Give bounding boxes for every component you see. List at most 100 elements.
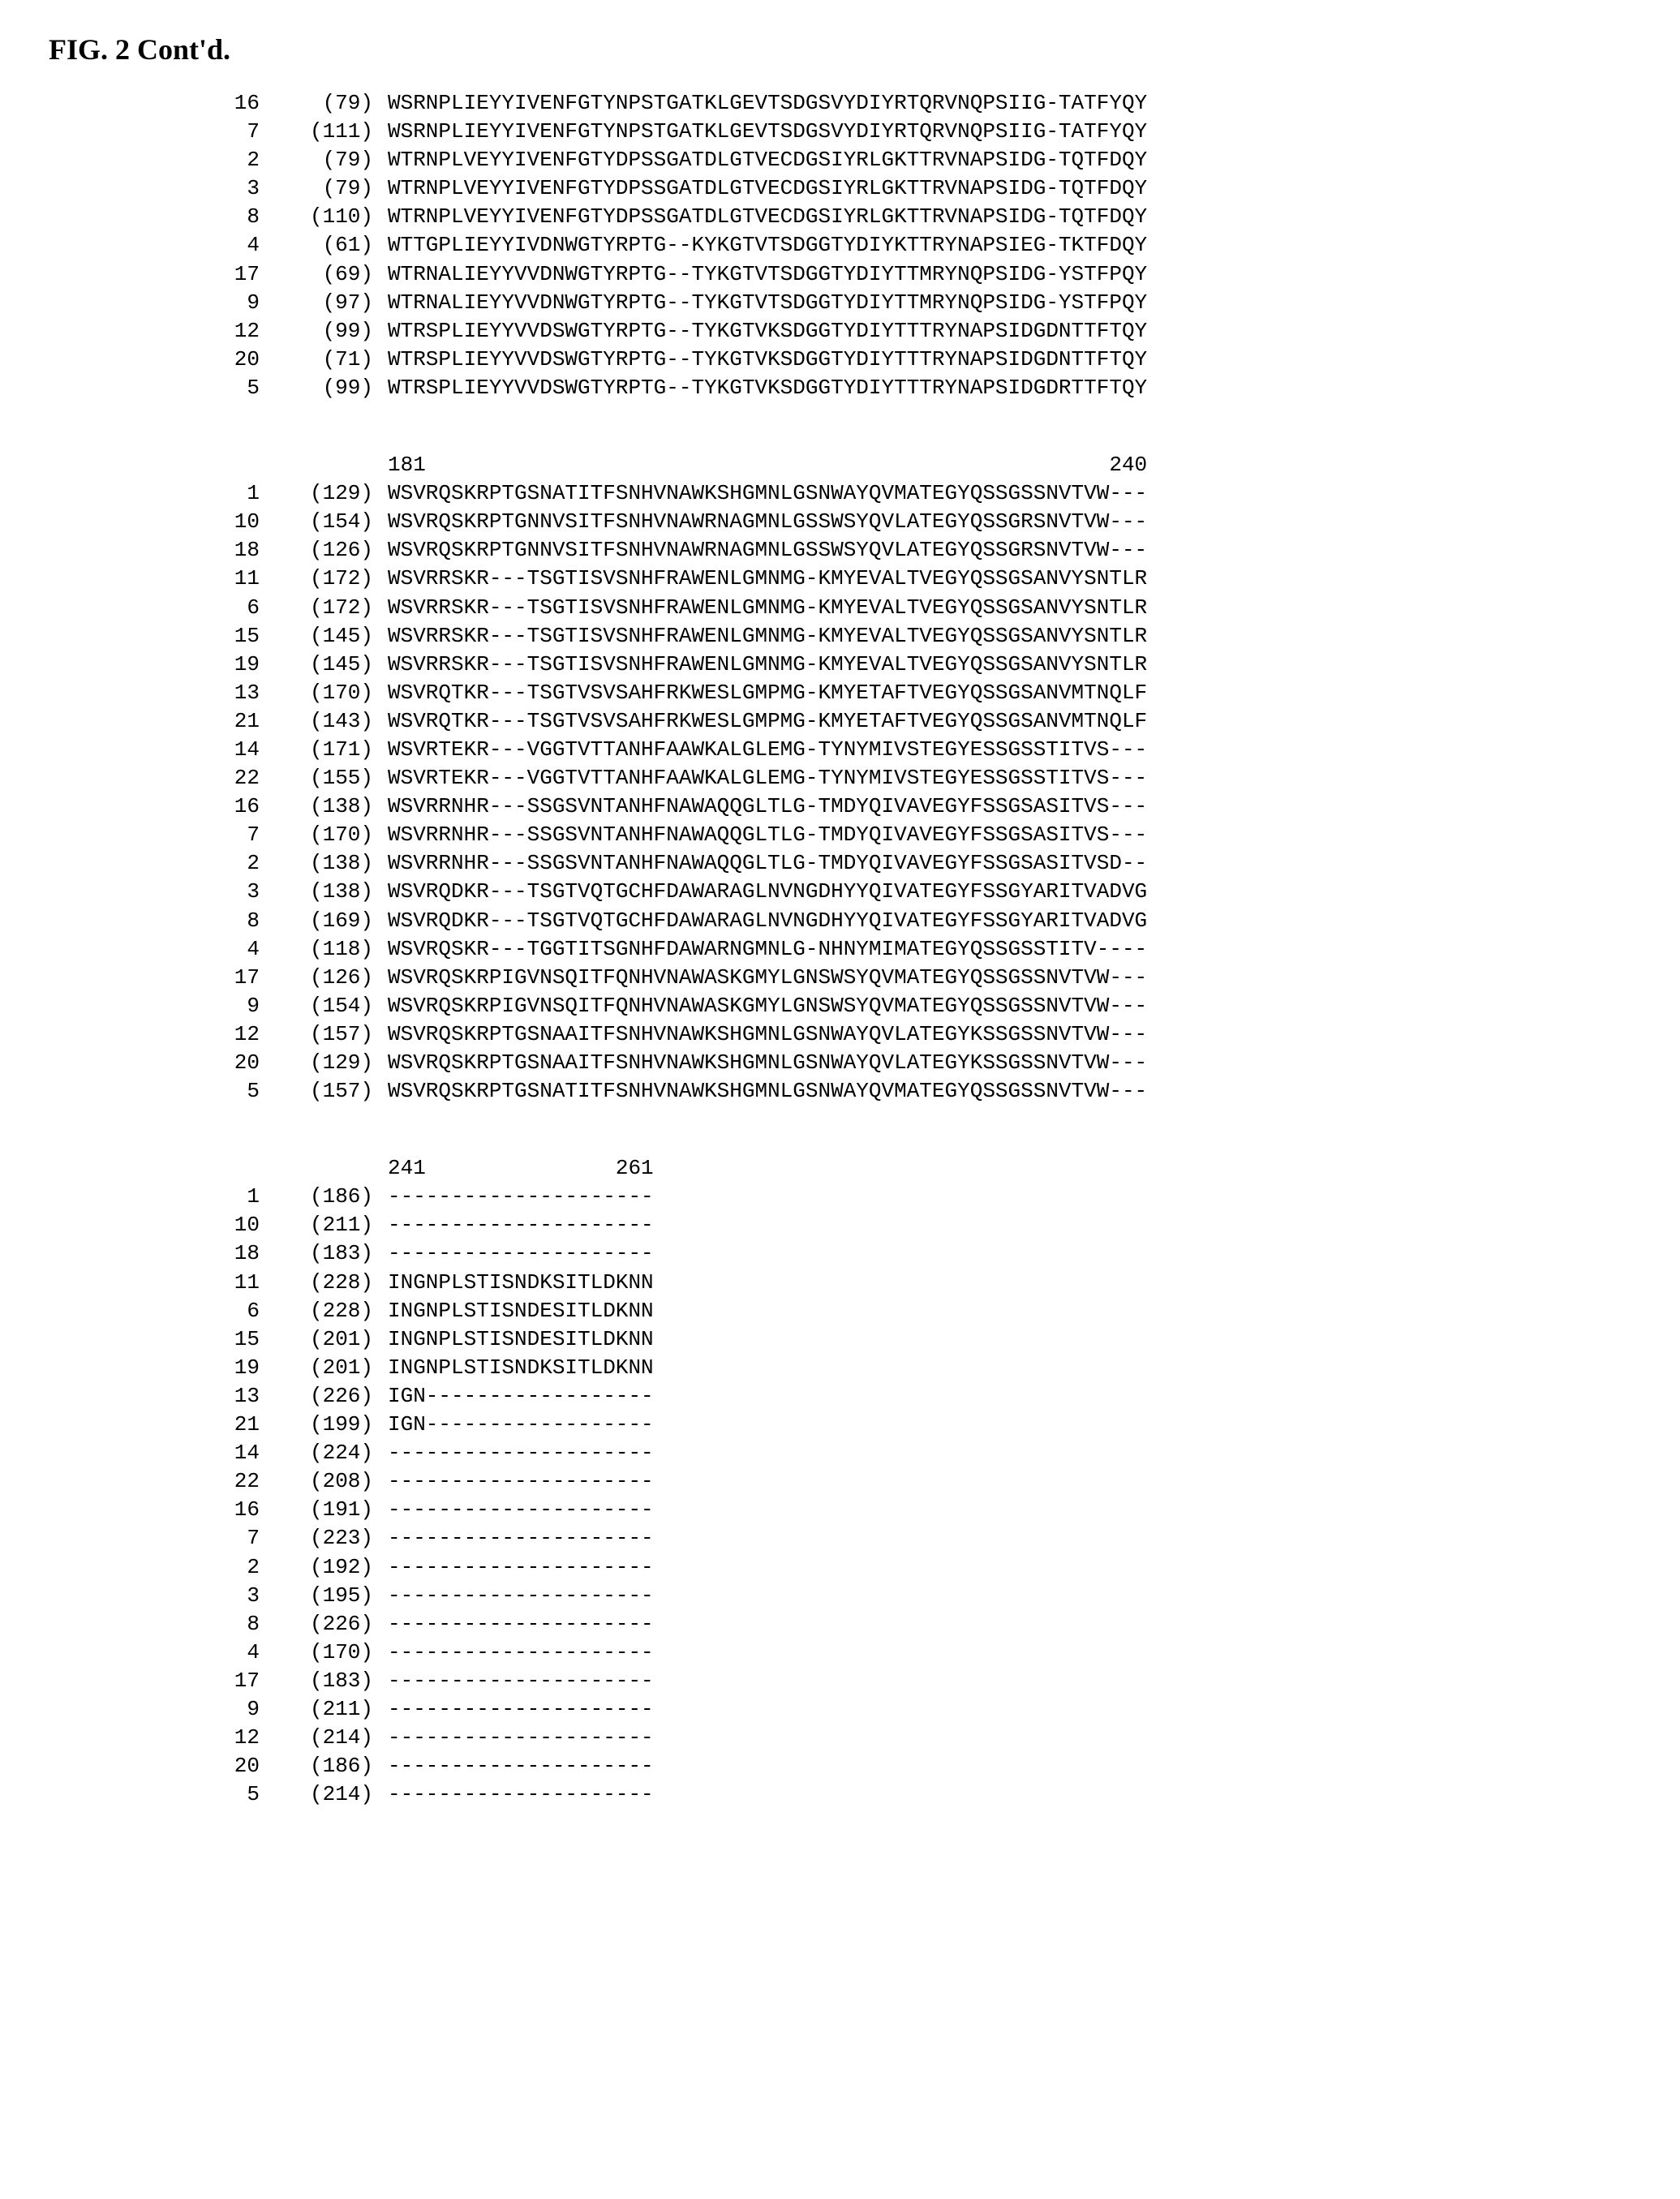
sequence-row: 16(79)WSRNPLIEYYIVENFGTYNPSTGATKLGEVTSDG…	[195, 89, 1631, 118]
sequence-residues: ---------------------	[388, 1439, 1631, 1467]
sequence-id: 8	[195, 1610, 268, 1639]
sequence-position: (79)	[268, 89, 388, 118]
sequence-residues: WSVRQTKR---TSGTVSVSAHFRKWESLGMPMG-KMYETA…	[388, 707, 1631, 736]
sequence-id: 17	[195, 964, 268, 992]
sequence-id: 3	[195, 1582, 268, 1610]
sequence-id: 10	[195, 508, 268, 536]
sequence-residues: ---------------------	[388, 1610, 1631, 1639]
sequence-id: 16	[195, 1496, 268, 1524]
sequence-row: 12(214)---------------------	[195, 1724, 1631, 1752]
sequence-residues: WSVRRSKR---TSGTISVSNHFRAWENLGMNMG-KMYEVA…	[388, 651, 1631, 679]
sequence-position: (170)	[268, 1639, 388, 1667]
sequence-row: 15(201)INGNPLSTISNDESITLDKNN	[195, 1325, 1631, 1354]
sequence-position: (170)	[268, 821, 388, 849]
position-ruler: 181 240	[195, 451, 1631, 479]
sequence-residues: WSVRTEKR---VGGTVTTANHFAAWKALGLEMG-TYNYMI…	[388, 764, 1631, 792]
sequence-position: (155)	[268, 764, 388, 792]
sequence-row: 9(97)WTRNALIEYYVVDNWGTYRPTG--TYKGTVTSDGG…	[195, 289, 1631, 317]
sequence-position: (211)	[268, 1695, 388, 1724]
sequence-position: (195)	[268, 1582, 388, 1610]
sequence-position: (129)	[268, 1049, 388, 1077]
sequence-row: 7(111)WSRNPLIEYYIVENFGTYNPSTGATKLGEVTSDG…	[195, 118, 1631, 146]
sequence-position: (157)	[268, 1020, 388, 1049]
sequence-residues: ---------------------	[388, 1239, 1631, 1268]
sequence-id: 11	[195, 565, 268, 593]
sequence-position: (169)	[268, 907, 388, 935]
sequence-row: 4(170)---------------------	[195, 1639, 1631, 1667]
sequence-residues: INGNPLSTISNDESITLDKNN	[388, 1325, 1631, 1354]
sequence-residues: WSVRRSKR---TSGTISVSNHFRAWENLGMNMG-KMYEVA…	[388, 622, 1631, 651]
sequence-row: 8(169)WSVRQDKR---TSGTVQTGCHFDAWARAGLNVNG…	[195, 907, 1631, 935]
sequence-residues: WSVRQSKRPTGNNVSITFSNHVNAWRNAGMNLGSSWSYQV…	[388, 536, 1631, 565]
sequence-position: (186)	[268, 1752, 388, 1780]
sequence-id: 16	[195, 792, 268, 821]
sequence-position: (61)	[268, 231, 388, 260]
sequence-row: 17(69)WTRNALIEYYVVDNWGTYRPTG--TYKGTVTSDG…	[195, 260, 1631, 289]
sequence-id: 12	[195, 317, 268, 346]
sequence-row: 21(199)IGN------------------	[195, 1411, 1631, 1439]
sequence-row: 7(223)---------------------	[195, 1524, 1631, 1553]
sequence-row: 3(138)WSVRQDKR---TSGTVQTGCHFDAWARAGLNVNG…	[195, 878, 1631, 906]
sequence-row: 12(99)WTRSPLIEYYVVDSWGTYRPTG--TYKGTVKSDG…	[195, 317, 1631, 346]
sequence-row: 22(208)---------------------	[195, 1467, 1631, 1496]
sequence-position: (186)	[268, 1183, 388, 1211]
sequence-row: 11(172)WSVRRSKR---TSGTISVSNHFRAWENLGMNMG…	[195, 565, 1631, 593]
sequence-position: (138)	[268, 792, 388, 821]
figure-title: FIG. 2 Cont'd.	[49, 32, 1631, 67]
sequence-residues: INGNPLSTISNDESITLDKNN	[388, 1297, 1631, 1325]
sequence-row: 17(126)WSVRQSKRPIGVNSQITFQNHVNAWASKGMYLG…	[195, 964, 1631, 992]
sequence-row: 12(157)WSVRQSKRPTGSNAAITFSNHVNAWKSHGMNLG…	[195, 1020, 1631, 1049]
sequence-row: 2(79)WTRNPLVEYYIVENFGTYDPSSGATDLGTVECDGS…	[195, 146, 1631, 174]
sequence-position: (223)	[268, 1524, 388, 1553]
sequence-id: 18	[195, 536, 268, 565]
ruler-range: 181 240	[388, 451, 1631, 479]
sequence-residues: WSVRQSKRPTGSNAAITFSNHVNAWKSHGMNLGSNWAYQV…	[388, 1020, 1631, 1049]
sequence-residues: ---------------------	[388, 1724, 1631, 1752]
sequence-residues: ---------------------	[388, 1752, 1631, 1780]
sequence-position: (79)	[268, 146, 388, 174]
sequence-id: 21	[195, 707, 268, 736]
sequence-id: 4	[195, 935, 268, 964]
sequence-residues: WTRSPLIEYYVVDSWGTYRPTG--TYKGTVKSDGGTYDIY…	[388, 317, 1631, 346]
sequence-id: 9	[195, 289, 268, 317]
alignment-block: 16(79)WSRNPLIEYYIVENFGTYNPSTGATKLGEVTSDG…	[195, 89, 1631, 402]
sequence-id: 20	[195, 346, 268, 374]
sequence-id: 7	[195, 1524, 268, 1553]
sequence-id: 5	[195, 1077, 268, 1106]
sequence-position: (172)	[268, 565, 388, 593]
sequence-row: 2(192)---------------------	[195, 1553, 1631, 1582]
sequence-position: (143)	[268, 707, 388, 736]
sequence-id: 3	[195, 174, 268, 203]
sequence-residues: WSRNPLIEYYIVENFGTYNPSTGATKLGEVTSDGSVYDIY…	[388, 89, 1631, 118]
sequence-position: (191)	[268, 1496, 388, 1524]
sequence-row: 10(211)---------------------	[195, 1211, 1631, 1239]
sequence-id: 12	[195, 1020, 268, 1049]
sequence-row: 10(154)WSVRQSKRPTGNNVSITFSNHVNAWRNAGMNLG…	[195, 508, 1631, 536]
sequence-residues: WSVRRNHR---SSGSVNTANHFNAWAQQGLTLG-TMDYQI…	[388, 821, 1631, 849]
sequence-residues: ---------------------	[388, 1183, 1631, 1211]
sequence-residues: WTRNALIEYYVVDNWGTYRPTG--TYKGTVTSDGGTYDIY…	[388, 260, 1631, 289]
sequence-residues: WTRSPLIEYYVVDSWGTYRPTG--TYKGTVKSDGGTYDIY…	[388, 346, 1631, 374]
sequence-row: 1(129)WSVRQSKRPTGSNATITFSNHVNAWKSHGMNLGS…	[195, 479, 1631, 508]
sequence-residues: IGN------------------	[388, 1411, 1631, 1439]
sequence-id: 9	[195, 992, 268, 1020]
sequence-position: (171)	[268, 736, 388, 764]
sequence-id: 4	[195, 1639, 268, 1667]
sequence-row: 18(126)WSVRQSKRPTGNNVSITFSNHVNAWRNAGMNLG…	[195, 536, 1631, 565]
sequence-position: (170)	[268, 679, 388, 707]
sequence-residues: WSVRQDKR---TSGTVQTGCHFDAWARAGLNVNGDHYYQI…	[388, 907, 1631, 935]
sequence-position: (214)	[268, 1724, 388, 1752]
sequence-position: (183)	[268, 1239, 388, 1268]
sequence-residues: ---------------------	[388, 1211, 1631, 1239]
sequence-residues: WSVRQSKRPIGVNSQITFQNHVNAWASKGMYLGNSWSYQV…	[388, 964, 1631, 992]
sequence-position: (126)	[268, 964, 388, 992]
sequence-position: (199)	[268, 1411, 388, 1439]
sequence-id: 9	[195, 1695, 268, 1724]
sequence-row: 9(211)---------------------	[195, 1695, 1631, 1724]
sequence-residues: ---------------------	[388, 1695, 1631, 1724]
sequence-id: 19	[195, 1354, 268, 1382]
sequence-position: (154)	[268, 992, 388, 1020]
sequence-position: (99)	[268, 317, 388, 346]
sequence-id: 13	[195, 1382, 268, 1411]
sequence-residues: INGNPLSTISNDKSITLDKNN	[388, 1269, 1631, 1297]
